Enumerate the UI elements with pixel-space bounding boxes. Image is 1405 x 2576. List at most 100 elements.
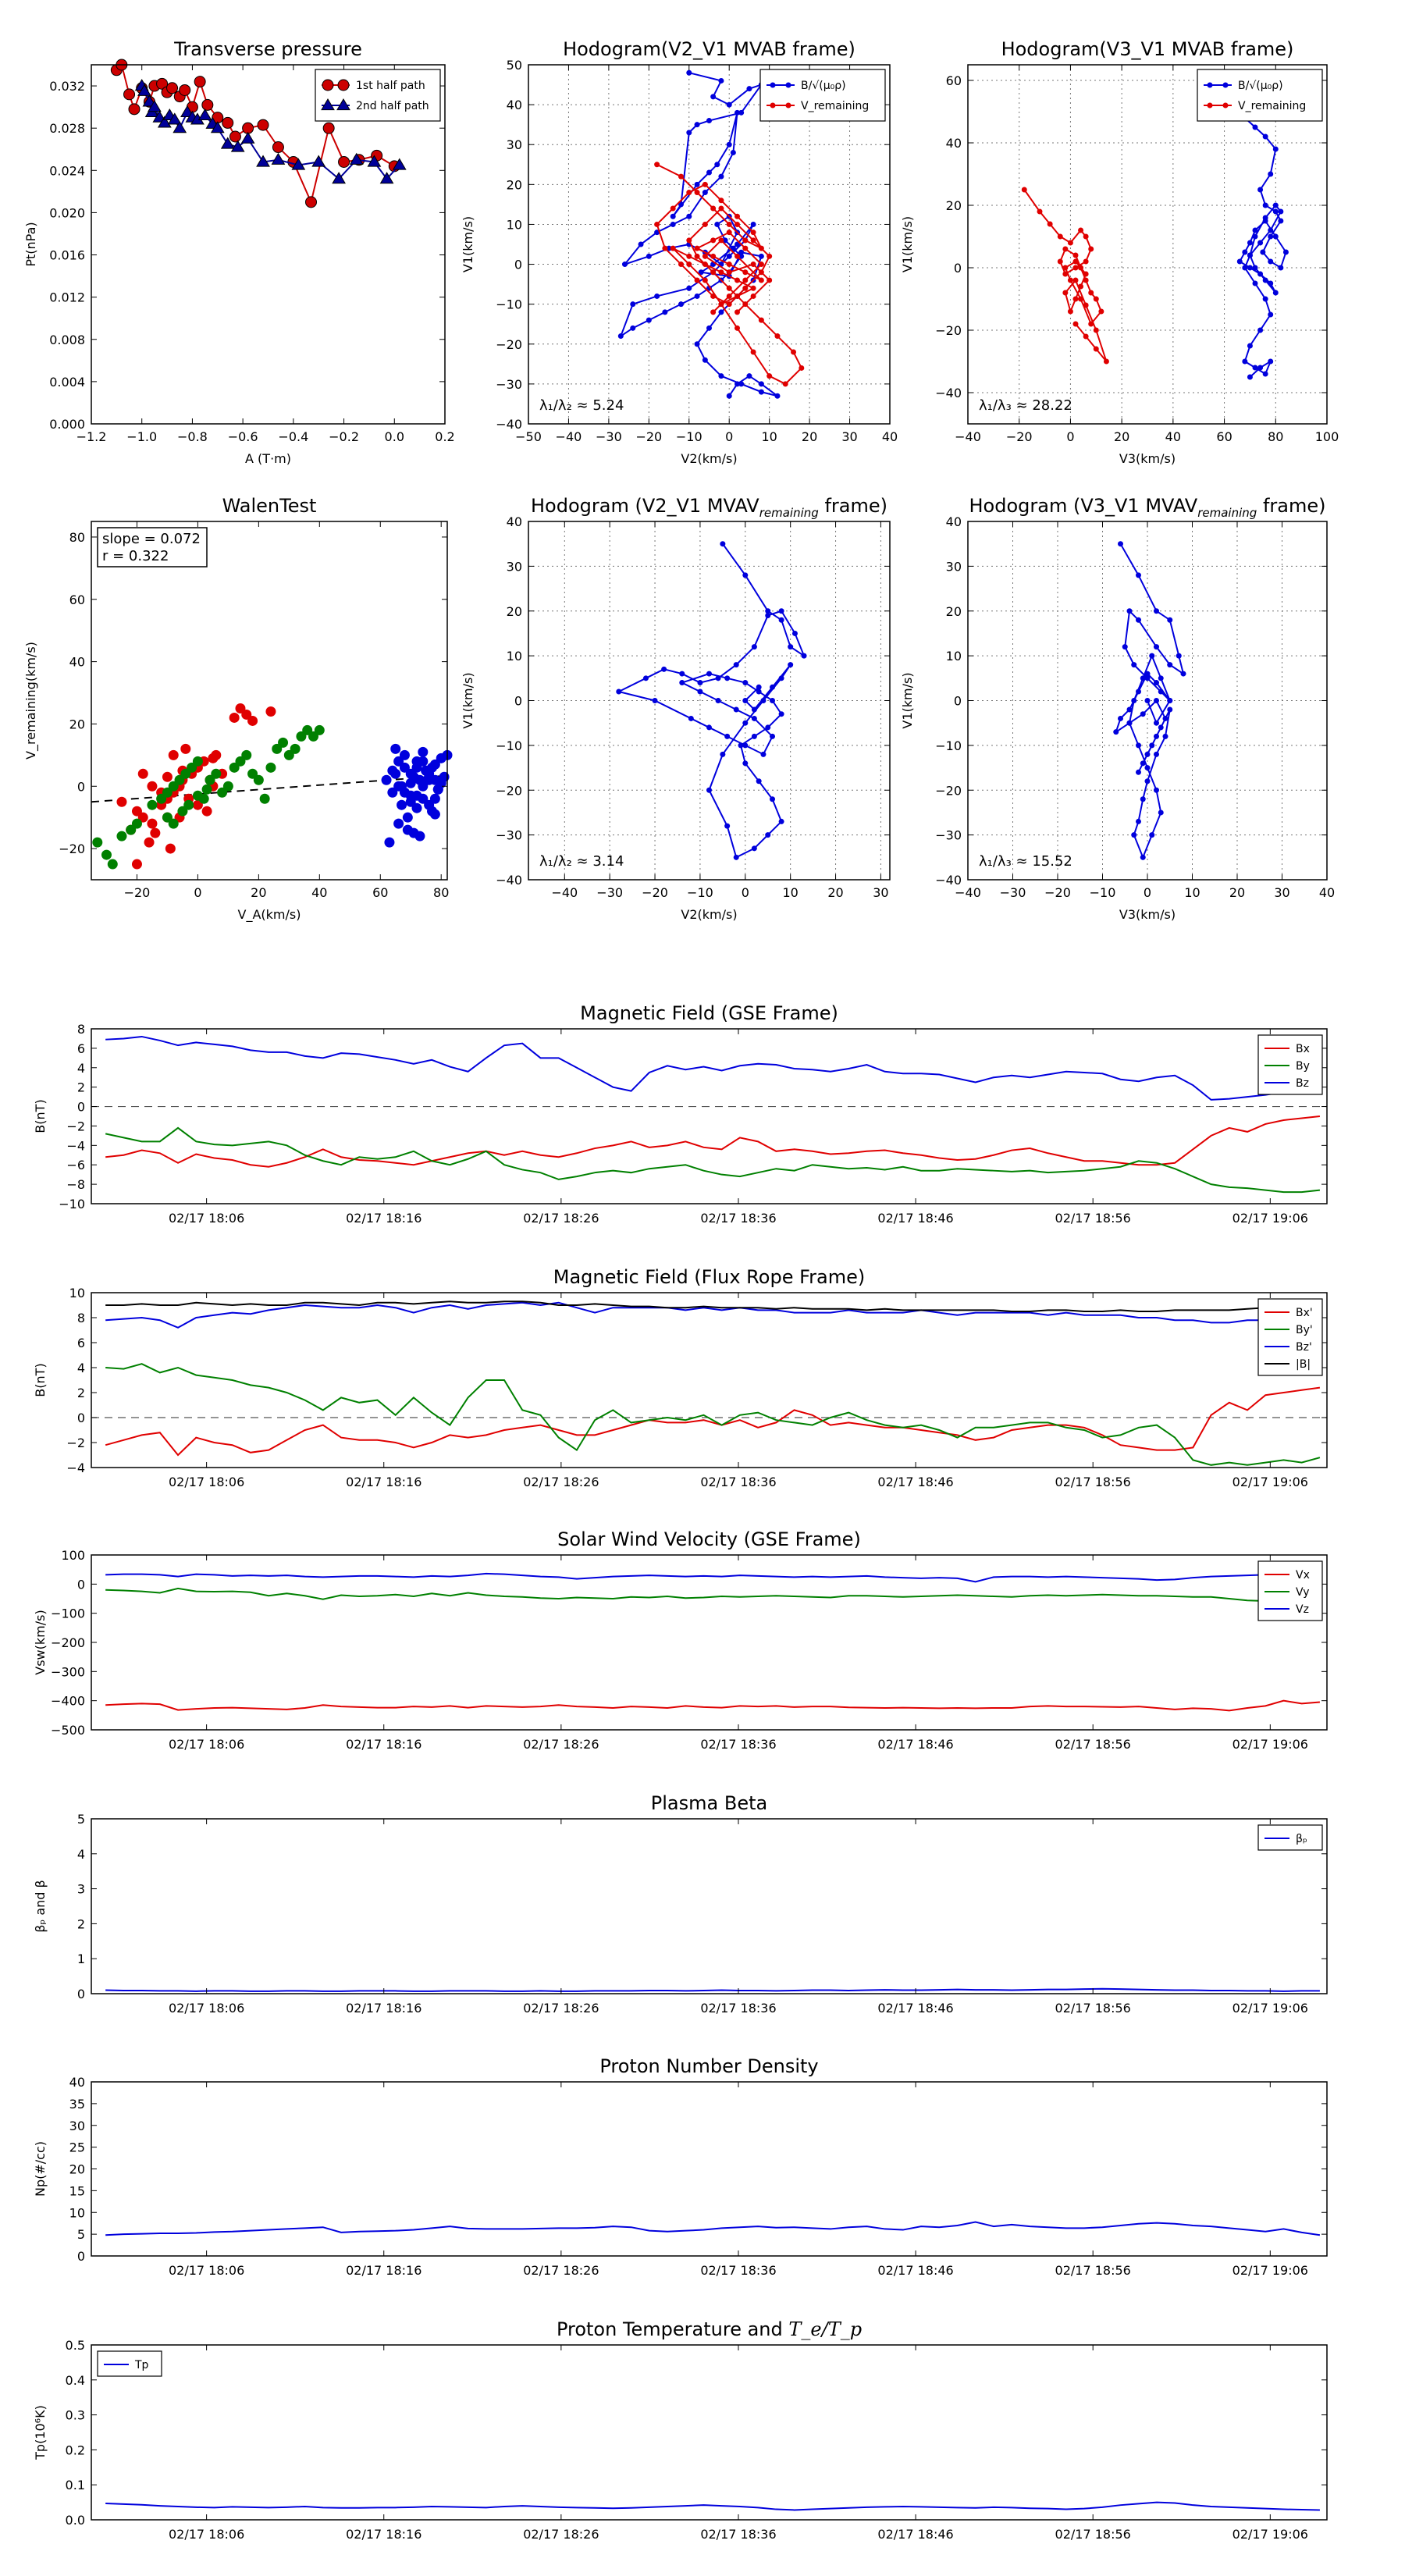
y-tick-label: −30 [496,377,522,392]
data-point [1167,706,1173,713]
data-point [1268,358,1274,365]
y-tick-label: 20 [69,2162,85,2177]
x-tick-label: −20 [635,429,662,444]
x-tick-label: −30 [1000,885,1026,900]
data-point [201,98,214,111]
chart-hodogram-v3-v1-mvab: −40 −20 0 20 40 60 80 100 −40 −20 0 20 40 60 Hodogram(… [900,38,1339,466]
data-point [670,205,676,212]
data-point [706,671,712,677]
y-tick-label: 0 [514,694,522,709]
data-point [782,381,788,387]
y-tick-label: −500 [51,1723,85,1738]
data-point [751,845,757,852]
x-tick-label: 80 [1268,429,1283,444]
data-point [778,675,784,681]
data-point [799,365,805,371]
x-tick-label: −20 [1006,429,1033,444]
x-tick-label: 40 [882,429,898,444]
data-point [1047,221,1053,227]
data-point [278,737,289,748]
x-tick-label: 02/17 19:06 [1232,2263,1308,2278]
data-point [730,245,736,251]
series-1 [92,724,325,870]
y-tick-label: 4 [77,1361,85,1375]
data-point [1072,258,1079,265]
data-point [706,787,712,793]
data-point [756,684,762,690]
y-tick-label: −40 [496,873,522,888]
x-tick-label: −50 [515,429,542,444]
data-point [296,731,307,742]
data-point [1272,202,1279,208]
data-point [1083,302,1089,308]
y-tick-label: 40 [946,136,962,151]
data-point [418,793,429,804]
data-point [165,843,176,854]
y-tick-label: −40 [496,417,522,432]
data-point [187,762,197,773]
data-point [247,715,258,726]
y-tick-label: 0.008 [49,333,85,347]
x-tick-label: 02/17 18:36 [700,2527,776,2542]
data-point [1118,541,1123,547]
data-point [222,781,233,792]
data-point [173,121,187,133]
y-tick-label: 0 [954,261,962,276]
data-point [305,196,318,208]
x-tick-label: 02/17 18:46 [877,1737,953,1752]
chart-title-main: Solar Wind Velocity (GSE Frame) [557,1528,861,1550]
data-point [137,812,148,823]
chart-solar-wind-velocity: 02/17 18:06 02/17 18:16 02/17 18:26 02/17 1… [33,1528,1328,1752]
data-point [1180,671,1186,677]
data-point [1278,208,1284,215]
legend-marker [337,79,350,91]
legend-marker [321,98,335,111]
legend-marker [1207,82,1213,88]
data-point [1260,249,1266,255]
data-point [750,285,756,291]
plot-frame [91,1818,1328,1994]
y-tick-label: −300 [51,1664,85,1679]
legend-label: B/√(μ₀ρ) [1238,80,1283,92]
data-point [670,221,676,227]
data-point [724,823,731,829]
data-point [381,774,392,785]
data-point [1162,715,1168,721]
data-point [1268,258,1274,265]
data-point [272,141,284,154]
data-point [686,130,692,136]
data-point [767,277,773,283]
data-point [1037,208,1043,215]
chart-title-sub: remaining [759,506,819,520]
x-tick-label: 02/17 18:56 [1055,2001,1131,2016]
data-point [678,262,684,268]
data-point [1252,227,1258,233]
series-0 [1113,541,1186,860]
data-point [1067,240,1073,246]
data-point [718,77,724,84]
x-tick-label: 20 [251,885,266,900]
x-tick-label: 30 [1274,885,1289,900]
x-tick-label: 02/17 18:06 [169,2001,244,2016]
data-point [1272,233,1279,240]
y-tick-label: 0 [77,1577,85,1592]
data-point [1167,617,1173,623]
data-point [758,381,764,387]
plot-frame [91,1554,1328,1731]
y-tick-label: 30 [946,559,962,574]
x-tick-label: −30 [596,885,623,900]
series-line-0 [105,1386,1321,1457]
data-point [1154,787,1159,793]
x-tick-label: 02/17 18:06 [169,2263,244,2278]
data-point [694,190,700,196]
data-point [1268,311,1274,318]
y-axis-label: B(nT) [33,1099,48,1133]
data-point [257,119,269,131]
data-point [710,205,717,212]
x-tick-label: 02/17 18:36 [700,1475,776,1489]
y-tick-label: 10 [507,649,522,664]
x-tick-label: −1.0 [126,429,157,444]
y-tick-label: 10 [69,1286,85,1300]
data-point [621,262,628,268]
plot-frame [91,1028,1328,1204]
